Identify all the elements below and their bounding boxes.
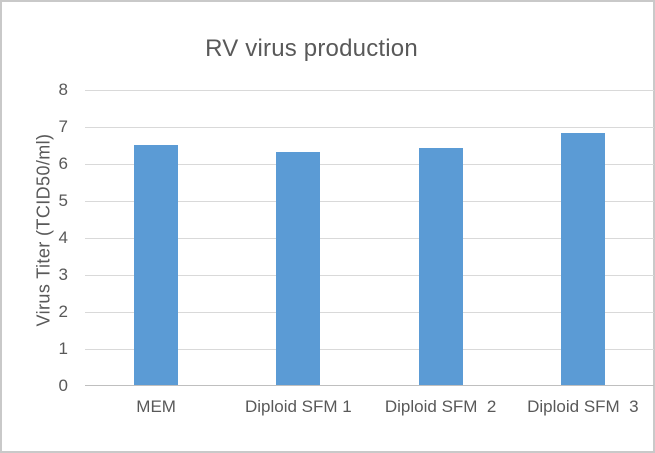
gridline-8 [85, 89, 654, 91]
bar-diploid-sfm-1 [276, 151, 321, 385]
y-tick-label-3: 3 [58, 265, 68, 284]
x-category-label-2: Diploid SFM 1 [244, 397, 352, 416]
plot-area [85, 89, 654, 386]
y-tick-label-6: 6 [58, 154, 68, 173]
bar-diploid-sfm-3 [560, 133, 605, 385]
gridline-1 [85, 348, 654, 350]
gridline-3 [85, 274, 654, 276]
y-tick-label-4: 4 [58, 228, 68, 247]
x-category-label-3: Diploid SFM 2 [384, 397, 497, 416]
y-tick-label-1: 1 [58, 339, 68, 358]
gridline-2 [85, 311, 654, 313]
x-category-label-4: Diploid SFM 3 [527, 397, 639, 416]
gridline-5 [85, 200, 654, 202]
gridline-4 [85, 237, 654, 239]
y-tick-label-5: 5 [58, 191, 68, 210]
y-tick-label-2: 2 [58, 302, 68, 321]
bar-mem [134, 144, 179, 385]
y-tick-label-8: 8 [58, 80, 68, 99]
gridline-7 [85, 126, 654, 128]
y-tick-label-0: 0 [58, 376, 68, 395]
x-category-label-1: MEM [136, 397, 176, 416]
gridline-6 [85, 163, 654, 165]
bar-diploid-sfm-2 [418, 148, 463, 385]
y-tick-label-7: 7 [58, 117, 68, 136]
chart-title: RV virus production [205, 35, 418, 62]
